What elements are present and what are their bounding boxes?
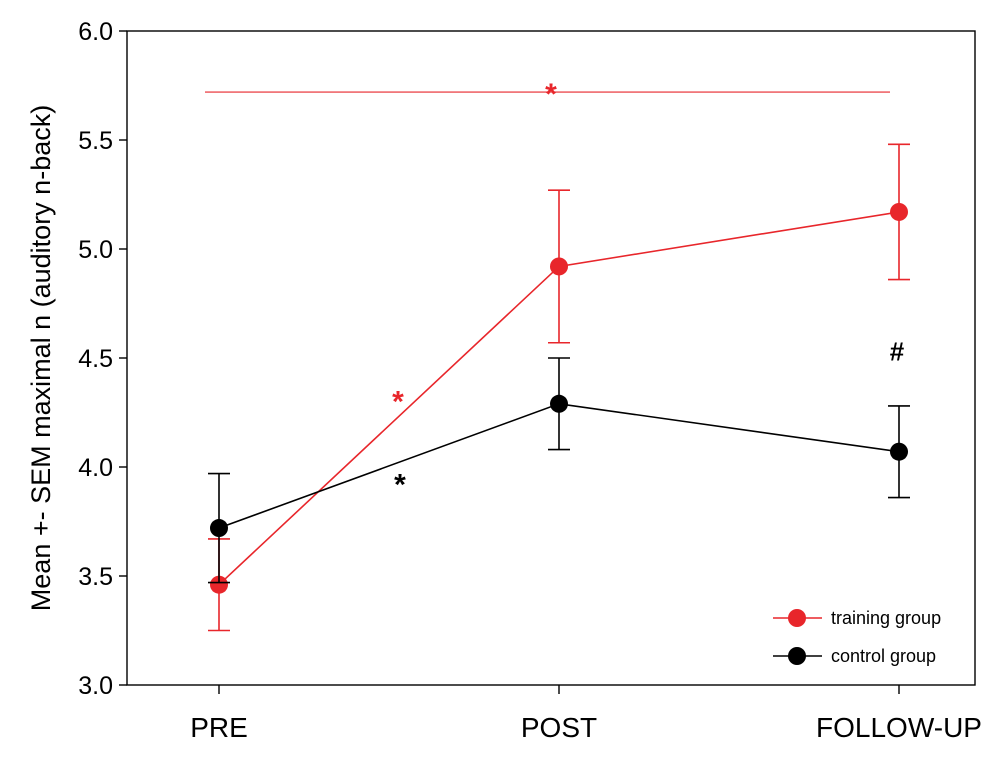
data-point <box>550 257 568 276</box>
data-point <box>890 202 908 221</box>
series-group <box>208 143 910 632</box>
x-tick-label: PRE <box>190 712 248 743</box>
legend-item-control: control group <box>773 646 936 666</box>
significance-asterisk: * <box>394 468 406 501</box>
legend-marker <box>788 609 806 627</box>
x-ticks: PRE POST FOLLOW-UP <box>190 685 982 743</box>
y-tick-label: 4.0 <box>78 454 113 482</box>
y-ticks: 3.0 3.5 4.0 4.5 5.0 5.5 6.0 <box>78 18 127 700</box>
legend: training group control group <box>773 608 941 666</box>
y-axis-title: Mean +- SEM maximal n (auditory n-back) <box>26 105 56 611</box>
y-tick-label: 3.5 <box>78 563 113 591</box>
data-point <box>890 442 908 461</box>
significance-asterisk: * <box>392 385 404 418</box>
x-tick-label: POST <box>521 712 597 743</box>
y-tick-label: 4.5 <box>78 345 113 373</box>
legend-marker <box>788 647 806 665</box>
series-control <box>208 357 910 584</box>
significance-asterisk: * <box>545 78 557 111</box>
annotations: * * * # <box>392 78 905 501</box>
legend-label: control group <box>831 646 936 666</box>
y-tick-label: 5.0 <box>78 236 113 264</box>
data-point <box>210 519 228 538</box>
legend-label: training group <box>831 608 941 628</box>
x-tick-label: FOLLOW-UP <box>816 712 982 743</box>
data-point <box>550 394 568 413</box>
y-tick-label: 3.0 <box>78 672 113 700</box>
significance-hash: # <box>890 336 905 366</box>
data-point <box>210 575 228 594</box>
y-tick-label: 6.0 <box>78 18 113 46</box>
y-tick-label: 5.5 <box>78 127 113 155</box>
legend-item-training: training group <box>773 608 941 628</box>
